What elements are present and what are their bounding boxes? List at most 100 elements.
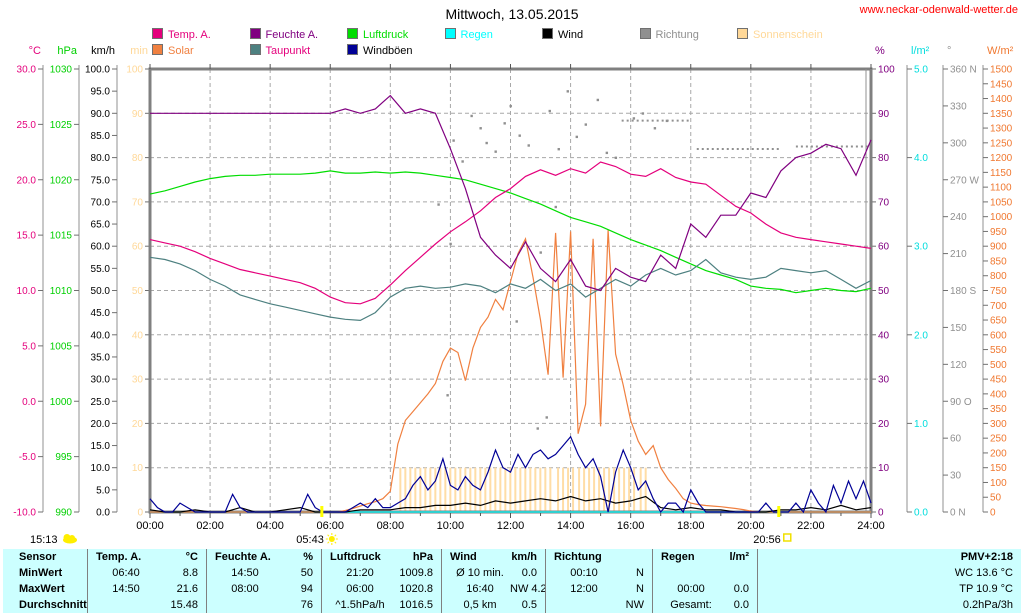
axis-title-solar: W/m²	[987, 45, 1014, 57]
axis-tick-label-solar: 500	[990, 360, 1007, 371]
axis-tick-label-feuchte: 100	[878, 65, 895, 76]
axis-tick-label-temp: 5.0	[22, 341, 36, 352]
series-feuchte-a-	[150, 94, 872, 292]
sunshine-bar	[572, 467, 575, 512]
axis-tick-label-richtung: 30	[950, 471, 962, 482]
table-cell-richtung-minwert: 00:10 N	[546, 565, 653, 581]
axis-tick-label-wind: 75.0	[91, 175, 111, 186]
axis-tick-label-solar: 1350	[990, 109, 1013, 120]
sunshine-bar	[549, 467, 552, 512]
axis-tick-label-wind: 80.0	[91, 153, 111, 164]
sunshine-bar	[539, 467, 542, 512]
wind-direction-dot	[437, 203, 440, 206]
sunshine-bar	[578, 467, 581, 512]
sunshine-bar	[567, 467, 570, 512]
legend-label: Luftdruck	[363, 29, 409, 41]
axis-tick-label-feuchte: 60	[878, 242, 890, 253]
axis-tick-label-wind: 20.0	[91, 419, 111, 430]
wind-direction-dot	[557, 147, 560, 151]
legend-label: Solar	[168, 45, 194, 57]
wind-direction-dot	[641, 112, 645, 115]
x-axis-label: 16:00	[617, 520, 645, 532]
table-cell-pmv-2-18-durchschnitt: 0.2hPa/3h	[962, 599, 1013, 611]
axis-tick-label-wind: 25.0	[91, 397, 111, 408]
axis-tick-label-solar: 450	[990, 375, 1007, 386]
axis-tick-label-solar: 950	[990, 227, 1007, 238]
sunshine-bar	[593, 467, 596, 512]
sunset-icon	[783, 533, 792, 542]
legend-item-solar: Solar	[152, 44, 194, 57]
stats-table: Sensor Temp. A. °C Feuchte A.% Luftdruck hPa W…	[3, 549, 1021, 613]
sunshine-bar	[608, 467, 611, 512]
axis-tick-label-druck: 1010	[50, 286, 73, 297]
sunshine-bar	[504, 467, 507, 512]
chart-canvas: °C 30.0 25.0 20.0 15.0 10.0 5.0 0.0 -5.0 -10.0 hPa…	[13, 45, 1014, 546]
series-luftdruck	[149, 170, 872, 294]
axis-tick-label-wind: 60.0	[91, 242, 111, 253]
table-cell-temp-a-maxwert: 14:50 21.6	[88, 581, 207, 597]
table-cell-richtung-maxwert: 12:00 N	[546, 581, 653, 597]
x-axis-label: 10:00	[437, 520, 465, 532]
axis-tick-label-solar: 900	[990, 242, 1007, 253]
axis-tick-label-solar: 100	[990, 478, 1007, 489]
sunshine-bar	[544, 467, 547, 512]
series-temp-a-	[149, 161, 872, 305]
axis-tick-label-solar: 700	[990, 301, 1007, 312]
legend-swatch	[444, 28, 456, 39]
daylength-time: 15:13	[30, 534, 58, 546]
x-axis-label: 12:00	[497, 520, 525, 532]
daylength-cloud-icon	[63, 534, 77, 544]
axis-tick-label-feuchte: 40	[878, 330, 890, 341]
sunshine-bar	[439, 467, 442, 512]
legend-label: Regen	[460, 29, 493, 41]
sunrise-icon	[325, 533, 338, 545]
sunshine-bar	[588, 467, 591, 512]
table-cell-pmv-2-18-maxwert: TP 10.9 °C	[959, 583, 1013, 595]
axis-tick-label-feuchte: 20	[878, 419, 890, 430]
sunshine-bar	[524, 467, 527, 512]
wind-direction-dot	[548, 109, 551, 113]
sunshine-bar	[618, 467, 621, 512]
legend-label: Taupunkt	[265, 45, 311, 57]
legend-item-temp-a: Temp. A.	[152, 28, 211, 41]
sunset-tick	[777, 506, 781, 517]
axis-title-regen: l/m²	[911, 45, 930, 57]
sunset-time: 20:56	[753, 534, 781, 546]
sunshine-bar	[583, 467, 586, 512]
wind-direction-dot	[632, 117, 636, 120]
axis-tick-label-druck: 1015	[50, 231, 73, 242]
axis-tick-label-sonne: 90	[132, 109, 144, 120]
axis-tick-label-sonne: 40	[132, 330, 144, 341]
table-cell-wind-header: Wind km/h	[442, 549, 546, 565]
axis-title-wind: km/h	[91, 45, 115, 57]
legend-swatch	[347, 44, 358, 55]
sunshine-bar	[459, 467, 462, 512]
table-cell-pmv-2-18-minwert: WC 13.6 °C	[954, 567, 1013, 579]
wind-direction-dot	[527, 144, 530, 147]
table-row-header: MaxWert	[3, 581, 88, 597]
axis-tick-label-wind: 45.0	[91, 308, 111, 319]
table-cell-regen-header: Regen l/m²	[653, 549, 758, 565]
website-link[interactable]: www.neckar-odenwald-wetter.de	[859, 4, 1018, 16]
axis-tick-label-wind: 50.0	[91, 286, 111, 297]
x-axis-label: 24:00	[857, 520, 885, 532]
axis-tick-label-sonne: 10	[132, 463, 144, 474]
axis-tick-label-solar: 600	[990, 330, 1007, 341]
axis-tick-label-solar: 300	[990, 419, 1007, 430]
sunshine-bar	[474, 467, 477, 512]
sunshine-bar	[419, 467, 422, 512]
table-cell-regen-minwert	[653, 565, 758, 581]
wind-direction-dot	[446, 394, 449, 397]
axis-tick-label-richtung: 0 N	[950, 508, 966, 519]
axis-title-temp: °C	[29, 45, 41, 57]
legend-swatch	[249, 28, 261, 39]
wind-direction-dot	[494, 150, 497, 153]
wind-direction-dot	[539, 251, 542, 254]
legend-swatch	[249, 44, 261, 55]
axis-tick-label-solar: 150	[990, 463, 1007, 474]
table-row-header: Durchschnitt	[3, 597, 88, 613]
sunshine-bar	[414, 467, 417, 512]
axis-tick-label-solar: 1450	[990, 79, 1013, 90]
axis-tick-label-sonne: 30	[132, 375, 144, 386]
axis-title-druck: hPa	[57, 45, 77, 57]
